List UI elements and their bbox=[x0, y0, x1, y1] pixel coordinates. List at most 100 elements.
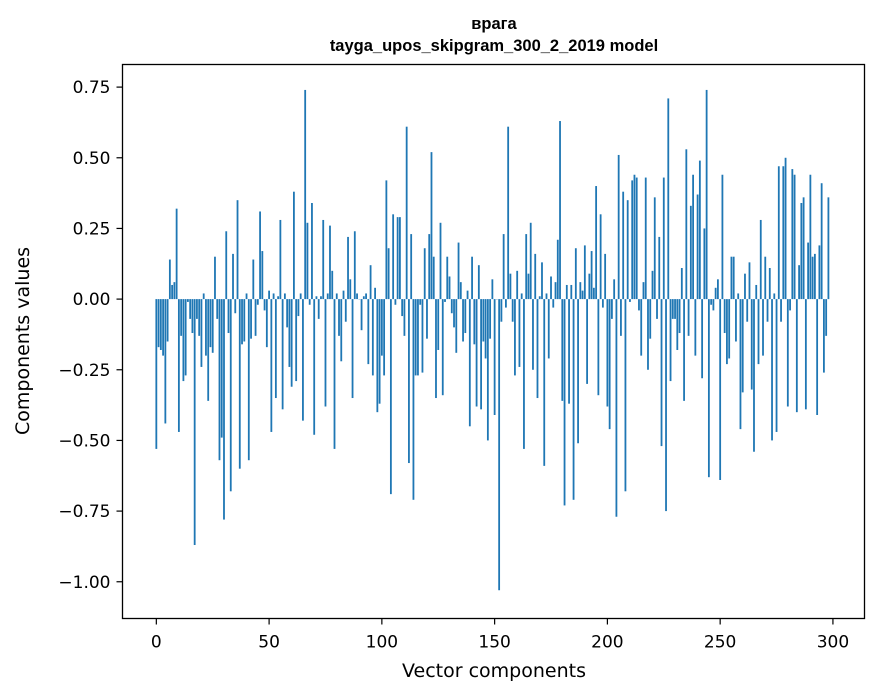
bar bbox=[753, 299, 755, 452]
bar bbox=[804, 299, 807, 410]
bars-group bbox=[155, 89, 830, 591]
bar bbox=[367, 299, 370, 365]
bar bbox=[750, 299, 753, 390]
x-tick-label: 150 bbox=[478, 633, 510, 653]
bar bbox=[308, 299, 311, 305]
y-tick-label: 0.00 bbox=[73, 290, 111, 310]
bar bbox=[243, 299, 246, 342]
bar bbox=[232, 253, 234, 300]
bar bbox=[588, 273, 591, 300]
bar bbox=[441, 299, 444, 396]
bar bbox=[737, 293, 740, 300]
bar bbox=[198, 299, 201, 336]
bar bbox=[764, 256, 767, 300]
bar bbox=[662, 177, 665, 300]
bar bbox=[597, 299, 600, 396]
bar bbox=[295, 299, 298, 382]
bar bbox=[173, 282, 176, 300]
x-tick-label: 50 bbox=[258, 633, 280, 653]
bar bbox=[333, 299, 336, 449]
x-tick-label: 100 bbox=[366, 633, 398, 653]
bar bbox=[640, 299, 643, 356]
bar bbox=[777, 166, 780, 300]
bar bbox=[789, 299, 791, 311]
bar bbox=[561, 299, 564, 401]
bar bbox=[475, 299, 478, 407]
bar bbox=[498, 299, 501, 591]
bar bbox=[791, 169, 794, 300]
bar bbox=[728, 299, 731, 359]
bar bbox=[317, 299, 320, 319]
bar bbox=[626, 200, 629, 300]
bar bbox=[768, 268, 771, 300]
bar bbox=[606, 299, 609, 407]
bar bbox=[453, 299, 455, 328]
bar bbox=[299, 293, 302, 300]
bar bbox=[446, 256, 449, 300]
bar bbox=[225, 231, 228, 300]
bar bbox=[389, 299, 392, 495]
bar bbox=[647, 299, 649, 370]
bar bbox=[635, 177, 638, 300]
bar bbox=[405, 126, 408, 300]
bar bbox=[489, 299, 492, 339]
bar bbox=[351, 299, 354, 399]
bar bbox=[455, 299, 458, 353]
bar bbox=[644, 177, 647, 300]
bar bbox=[241, 299, 243, 345]
bar bbox=[484, 299, 487, 359]
bar bbox=[545, 293, 548, 300]
bar bbox=[349, 279, 352, 300]
bar bbox=[486, 299, 489, 441]
chart-subtitle: tayga_upos_skipgram_300_2_2019 model bbox=[330, 37, 658, 55]
bar bbox=[532, 299, 534, 370]
bar bbox=[322, 219, 325, 300]
bar bbox=[820, 183, 823, 300]
bar bbox=[468, 299, 471, 427]
bar bbox=[421, 299, 424, 373]
bar bbox=[236, 200, 239, 300]
bar bbox=[780, 299, 782, 322]
bar bbox=[667, 98, 670, 300]
bar bbox=[782, 166, 785, 300]
bar bbox=[374, 287, 376, 300]
bar bbox=[633, 174, 636, 300]
bar bbox=[703, 228, 706, 300]
bar bbox=[191, 299, 194, 334]
bar bbox=[155, 299, 158, 449]
bar bbox=[283, 293, 286, 300]
bar bbox=[166, 299, 169, 342]
bar bbox=[216, 299, 219, 319]
bar bbox=[809, 174, 812, 300]
bar bbox=[423, 248, 426, 300]
bar bbox=[362, 296, 365, 300]
bar bbox=[311, 203, 313, 300]
bar bbox=[748, 262, 751, 300]
bar bbox=[193, 299, 196, 546]
bar bbox=[399, 217, 401, 300]
bar bbox=[579, 282, 582, 300]
bar bbox=[795, 299, 798, 413]
bar bbox=[383, 299, 386, 376]
bar bbox=[755, 284, 758, 300]
bar bbox=[223, 299, 225, 520]
bar bbox=[509, 273, 512, 300]
x-axis-label: Vector components bbox=[402, 660, 586, 682]
bar bbox=[726, 299, 728, 365]
bar bbox=[200, 299, 203, 367]
bar bbox=[547, 299, 550, 359]
bar bbox=[412, 299, 415, 500]
bar bbox=[250, 299, 252, 339]
bar bbox=[428, 234, 431, 300]
bar bbox=[827, 197, 830, 300]
bar bbox=[315, 296, 318, 300]
bar bbox=[505, 299, 507, 308]
bar bbox=[507, 126, 510, 300]
bar bbox=[534, 253, 537, 300]
bar bbox=[710, 299, 713, 305]
bar bbox=[344, 299, 347, 322]
bar bbox=[209, 299, 212, 348]
bar bbox=[263, 299, 266, 311]
bar bbox=[281, 299, 284, 410]
bar bbox=[329, 225, 331, 300]
